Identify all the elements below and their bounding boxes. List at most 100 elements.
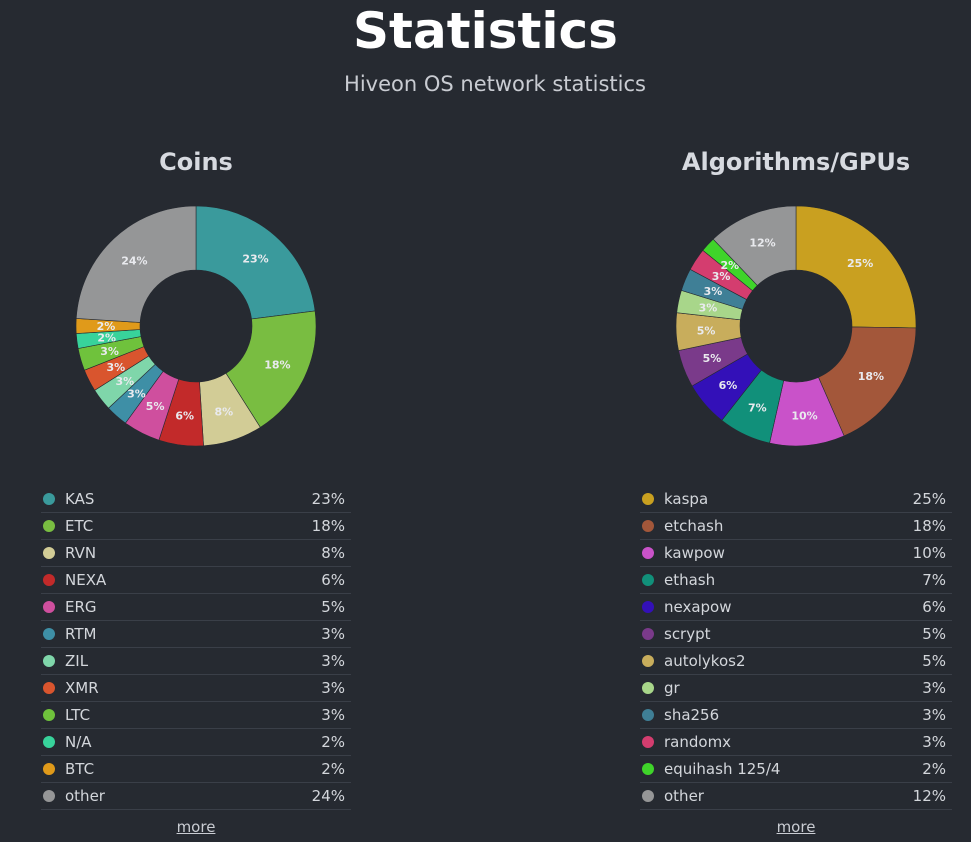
legend-percent: 2% xyxy=(321,733,345,751)
legend-percent: 2% xyxy=(922,760,946,778)
legend-label: nexapow xyxy=(664,598,732,616)
legend-color-dot xyxy=(642,655,654,667)
legend-percent: 10% xyxy=(912,544,946,562)
legend-color-dot xyxy=(642,628,654,640)
page-subtitle: Hiveon OS network statistics xyxy=(344,72,646,96)
legend-percent: 6% xyxy=(321,571,345,589)
algorithms-legend-item-etchash[interactable]: etchash 18% xyxy=(640,513,952,540)
coins-legend-item-xmr[interactable]: XMR 3% xyxy=(41,675,351,702)
legend-percent: 3% xyxy=(922,679,946,697)
coins-slice-kas[interactable] xyxy=(195,206,316,320)
algorithms-slice-label-sha256: 3% xyxy=(704,285,723,298)
algorithms-slice-label-randomx: 3% xyxy=(712,270,731,283)
legend-percent: 8% xyxy=(321,544,345,562)
coins-legend-item-btc[interactable]: BTC 2% xyxy=(41,756,351,783)
legend-percent: 5% xyxy=(321,598,345,616)
legend-percent: 3% xyxy=(321,679,345,697)
legend-color-dot xyxy=(43,601,55,613)
legend-color-dot xyxy=(43,547,55,559)
legend-label: autolykos2 xyxy=(664,652,746,670)
algorithms-legend-item-ethash[interactable]: ethash 7% xyxy=(640,567,952,594)
algorithms-slice-label-nexapow: 6% xyxy=(719,379,738,392)
algorithms-slice-label-scrypt: 5% xyxy=(703,352,722,365)
legend-color-dot xyxy=(642,790,654,802)
legend-percent: 2% xyxy=(321,760,345,778)
legend-color-dot xyxy=(642,574,654,586)
algorithms-legend-item-randomx[interactable]: randomx 3% xyxy=(640,729,952,756)
coins-legend-item-nexa[interactable]: NEXA 6% xyxy=(41,567,351,594)
algorithms-slice-kaspa[interactable] xyxy=(795,206,916,329)
algorithms-more-link[interactable]: more xyxy=(776,818,816,836)
algorithms-slice-label-kaspa: 25% xyxy=(847,257,873,270)
legend-color-dot xyxy=(43,790,55,802)
algorithms-donut-chart: 25%18%10%7%6%5%5%3%3%3%2%12% xyxy=(676,206,916,446)
coins-slice-label-rtm: 3% xyxy=(127,388,146,401)
coins-donut-chart: 23%18%8%6%5%3%3%3%3%2%2%24% xyxy=(76,206,316,446)
algorithms-legend-item-other[interactable]: other 12% xyxy=(640,783,952,810)
coins-slice-label-etc: 18% xyxy=(264,358,290,371)
algorithms-legend-item-gr[interactable]: gr 3% xyxy=(640,675,952,702)
algorithms-legend-item-autolykos2[interactable]: autolykos2 5% xyxy=(640,648,952,675)
legend-label: equihash 125/4 xyxy=(664,760,781,778)
legend-color-dot xyxy=(43,763,55,775)
legend-color-dot xyxy=(642,709,654,721)
legend-label: ERG xyxy=(65,598,97,616)
algorithms-legend-item-kawpow[interactable]: kawpow 10% xyxy=(640,540,952,567)
algorithms-slice-etchash[interactable] xyxy=(818,326,916,437)
coins-legend-item-zil[interactable]: ZIL 3% xyxy=(41,648,351,675)
algorithms-slice-label-autolykos2: 5% xyxy=(697,324,716,337)
coins-legend-item-rtm[interactable]: RTM 3% xyxy=(41,621,351,648)
coins-slice-label-rvn: 8% xyxy=(214,406,233,419)
legend-color-dot xyxy=(43,709,55,721)
coins-legend-item-n-a[interactable]: N/A 2% xyxy=(41,729,351,756)
legend-color-dot xyxy=(642,520,654,532)
algorithms-legend: kaspa 25% etchash 18% kawpow 10% ethash 7% nexap… xyxy=(640,486,952,810)
coins-legend-item-kas[interactable]: KAS 23% xyxy=(41,486,351,513)
algorithms-slice-label-etchash: 18% xyxy=(858,370,884,383)
legend-percent: 18% xyxy=(912,517,946,535)
legend-label: RTM xyxy=(65,625,97,643)
coins-legend-item-ltc[interactable]: LTC 3% xyxy=(41,702,351,729)
coins-more-link[interactable]: more xyxy=(176,818,216,836)
legend-percent: 6% xyxy=(922,598,946,616)
coins-legend-item-rvn[interactable]: RVN 8% xyxy=(41,540,351,567)
legend-label: randomx xyxy=(664,733,732,751)
legend-label: BTC xyxy=(65,760,95,778)
legend-label: XMR xyxy=(65,679,99,697)
legend-label: other xyxy=(65,787,105,805)
legend-color-dot xyxy=(43,520,55,532)
coins-slice-label-n-a: 2% xyxy=(97,331,116,344)
legend-percent: 3% xyxy=(321,625,345,643)
coins-slice-other[interactable] xyxy=(76,206,197,323)
legend-percent: 5% xyxy=(922,625,946,643)
legend-color-dot xyxy=(642,736,654,748)
legend-color-dot xyxy=(642,601,654,613)
legend-label: ZIL xyxy=(65,652,89,670)
algorithms-legend-item-kaspa[interactable]: kaspa 25% xyxy=(640,486,952,513)
legend-color-dot xyxy=(642,547,654,559)
algorithms-slice-other[interactable] xyxy=(712,206,797,286)
legend-percent: 18% xyxy=(311,517,345,535)
algorithms-slice-label-ethash: 7% xyxy=(748,401,767,414)
legend-color-dot xyxy=(43,574,55,586)
algorithms-legend-item-scrypt[interactable]: scrypt 5% xyxy=(640,621,952,648)
coins-legend-item-erg[interactable]: ERG 5% xyxy=(41,594,351,621)
algorithms-slice-label-other: 12% xyxy=(749,236,775,249)
coins-slice-label-zil: 3% xyxy=(116,375,135,388)
legend-label: KAS xyxy=(65,490,95,508)
coins-slice-label-nexa: 6% xyxy=(175,409,194,422)
algorithms-legend-item-equihash-125-4[interactable]: equihash 125/4 2% xyxy=(640,756,952,783)
coins-legend-item-etc[interactable]: ETC 18% xyxy=(41,513,351,540)
legend-percent: 7% xyxy=(922,571,946,589)
coins-legend-item-other[interactable]: other 24% xyxy=(41,783,351,810)
algorithms-legend-item-sha256[interactable]: sha256 3% xyxy=(640,702,952,729)
coins-slice-label-btc: 2% xyxy=(97,320,116,333)
algorithms-legend-item-nexapow[interactable]: nexapow 6% xyxy=(640,594,952,621)
legend-color-dot xyxy=(43,682,55,694)
legend-label: kawpow xyxy=(664,544,725,562)
legend-color-dot xyxy=(43,655,55,667)
legend-label: NEXA xyxy=(65,571,107,589)
legend-label: ETC xyxy=(65,517,94,535)
legend-color-dot xyxy=(43,628,55,640)
legend-color-dot xyxy=(43,736,55,748)
